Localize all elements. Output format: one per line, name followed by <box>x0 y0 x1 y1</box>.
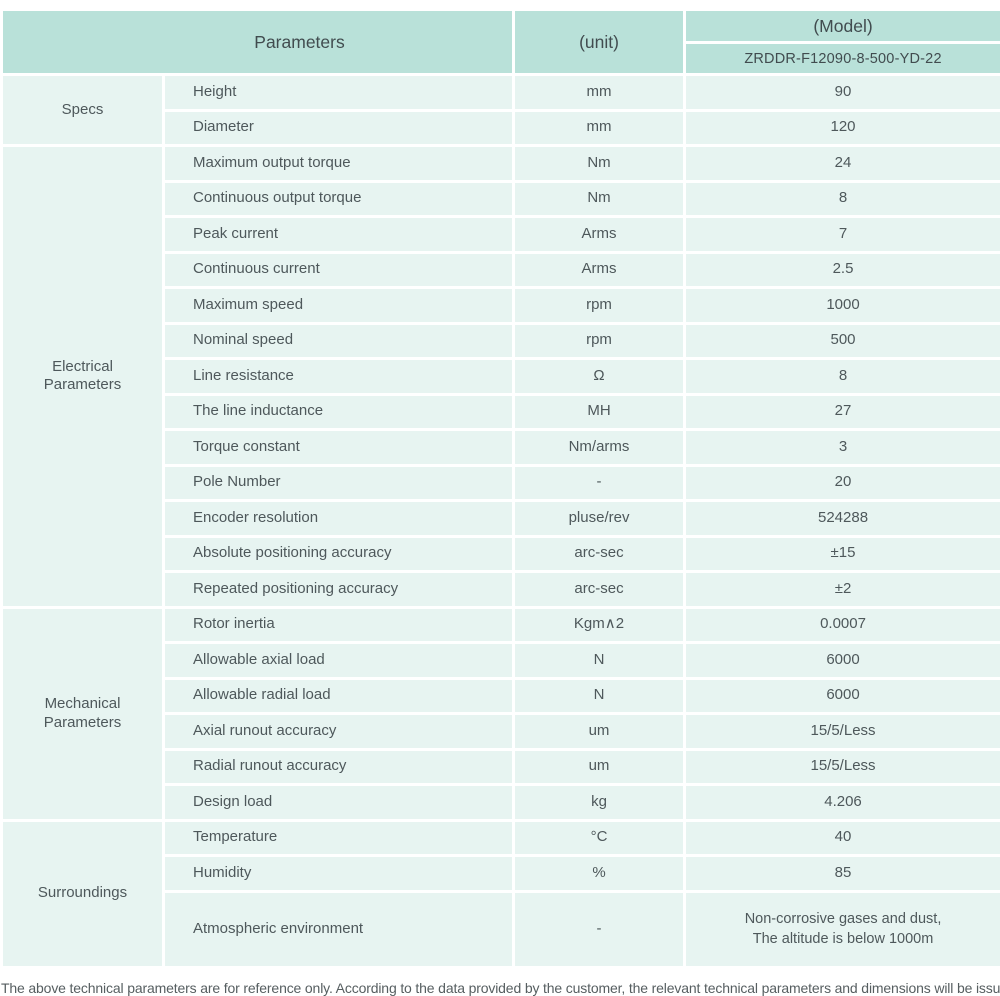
param-cell: Radial runout accuracy <box>164 749 514 785</box>
param-cell: Continuous current <box>164 252 514 288</box>
value-cell: 8 <box>685 359 1000 395</box>
param-cell: Temperature <box>164 820 514 856</box>
value-cell: 20 <box>685 465 1000 501</box>
param-cell: Pole Number <box>164 465 514 501</box>
value-cell: Non-corrosive gases and dust,The altitud… <box>685 891 1000 967</box>
param-cell: Atmospheric environment <box>164 891 514 967</box>
param-cell: Repeated positioning accuracy <box>164 572 514 608</box>
param-cell: Allowable radial load <box>164 678 514 714</box>
unit-cell: N <box>514 643 685 679</box>
value-cell: 7 <box>685 217 1000 253</box>
value-cell: 8 <box>685 181 1000 217</box>
unit-cell: % <box>514 856 685 892</box>
param-cell: The line inductance <box>164 394 514 430</box>
param-cell: Nominal speed <box>164 323 514 359</box>
unit-header: (unit) <box>514 10 685 75</box>
spec-table: Parameters (unit) (Model) ZRDDR-F12090-8… <box>0 8 1000 969</box>
value-cell: 0.0007 <box>685 607 1000 643</box>
unit-cell: um <box>514 714 685 750</box>
value-cell: 6000 <box>685 678 1000 714</box>
model-header: (Model) <box>685 10 1000 43</box>
value-cell: 6000 <box>685 643 1000 679</box>
value-cell: 3 <box>685 430 1000 466</box>
param-cell: Line resistance <box>164 359 514 395</box>
section-label: Surroundings <box>2 820 164 967</box>
value-cell: 2.5 <box>685 252 1000 288</box>
parameters-header: Parameters <box>2 10 514 75</box>
param-cell: Continuous output torque <box>164 181 514 217</box>
value-cell: 40 <box>685 820 1000 856</box>
unit-cell: rpm <box>514 323 685 359</box>
unit-cell: um <box>514 749 685 785</box>
unit-cell: kg <box>514 785 685 821</box>
param-cell: Peak current <box>164 217 514 253</box>
param-cell: Torque constant <box>164 430 514 466</box>
value-cell: 27 <box>685 394 1000 430</box>
value-cell: 24 <box>685 146 1000 182</box>
value-cell: 120 <box>685 110 1000 146</box>
unit-cell: - <box>514 891 685 967</box>
value-cell: 1000 <box>685 288 1000 324</box>
param-cell: Allowable axial load <box>164 643 514 679</box>
param-cell: Encoder resolution <box>164 501 514 537</box>
param-cell: Maximum output torque <box>164 146 514 182</box>
param-cell: Height <box>164 75 514 111</box>
model-number: ZRDDR-F12090-8-500-YD-22 <box>685 43 1000 75</box>
unit-cell: Nm <box>514 181 685 217</box>
unit-cell: Ω <box>514 359 685 395</box>
unit-cell: rpm <box>514 288 685 324</box>
value-cell: 524288 <box>685 501 1000 537</box>
unit-cell: N <box>514 678 685 714</box>
param-cell: Diameter <box>164 110 514 146</box>
unit-cell: - <box>514 465 685 501</box>
unit-cell: °C <box>514 820 685 856</box>
footnote: The above technical parameters are for r… <box>1 980 1000 996</box>
unit-cell: Nm <box>514 146 685 182</box>
unit-cell: mm <box>514 110 685 146</box>
table-header: Parameters (unit) (Model) ZRDDR-F12090-8… <box>2 10 1000 75</box>
header-row-main: Parameters (unit) (Model) <box>2 10 1000 43</box>
value-cell: 90 <box>685 75 1000 111</box>
param-cell: Design load <box>164 785 514 821</box>
value-cell: 4.206 <box>685 785 1000 821</box>
value-cell: ±15 <box>685 536 1000 572</box>
param-cell: Rotor inertia <box>164 607 514 643</box>
section-label: Specs <box>2 75 164 146</box>
unit-cell: Nm/arms <box>514 430 685 466</box>
unit-cell: mm <box>514 75 685 111</box>
value-cell: 15/5/Less <box>685 749 1000 785</box>
value-cell: 85 <box>685 856 1000 892</box>
unit-cell: pluse/rev <box>514 501 685 537</box>
unit-cell: Kgm∧2 <box>514 607 685 643</box>
unit-cell: arc-sec <box>514 536 685 572</box>
value-cell: 15/5/Less <box>685 714 1000 750</box>
unit-cell: arc-sec <box>514 572 685 608</box>
value-cell: 500 <box>685 323 1000 359</box>
param-cell: Absolute positioning accuracy <box>164 536 514 572</box>
unit-cell: MH <box>514 394 685 430</box>
param-cell: Maximum speed <box>164 288 514 324</box>
unit-cell: Arms <box>514 252 685 288</box>
value-cell: ±2 <box>685 572 1000 608</box>
param-cell: Axial runout accuracy <box>164 714 514 750</box>
unit-cell: Arms <box>514 217 685 253</box>
param-cell: Humidity <box>164 856 514 892</box>
